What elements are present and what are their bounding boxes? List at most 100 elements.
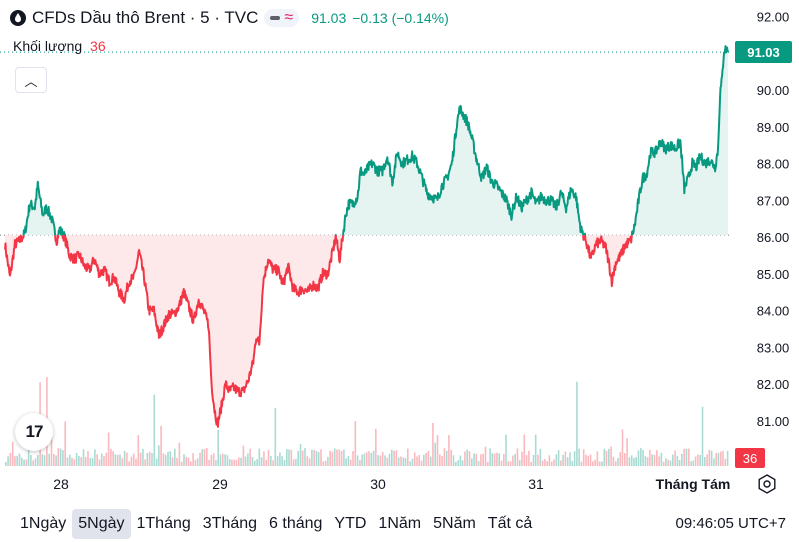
volume-bar	[580, 461, 583, 466]
volume-bar	[537, 454, 539, 466]
volume-bar	[299, 443, 302, 466]
range-1d[interactable]: 1Ngày	[20, 515, 67, 532]
volume-bar	[418, 455, 420, 466]
volume-bar	[260, 457, 263, 466]
volume-bar	[254, 460, 256, 466]
volume-bar	[354, 421, 357, 466]
volume-bar	[457, 460, 459, 466]
volume-bar	[338, 449, 341, 466]
volume-legend: Khối lượng 36	[13, 38, 106, 54]
range-all[interactable]: Tất cả	[487, 515, 533, 532]
volume-bar	[139, 452, 142, 466]
volume-bar	[546, 461, 548, 466]
volume-bar	[50, 432, 53, 466]
volume-bar	[701, 406, 704, 466]
volume-bar	[315, 451, 318, 466]
y-tick-label: 84.00	[757, 304, 790, 319]
volume-bar	[146, 453, 149, 466]
volume-bar	[610, 446, 612, 466]
range-1m[interactable]: 1Tháng	[136, 515, 191, 532]
volume-bar	[57, 448, 60, 466]
volume-bar	[96, 454, 98, 466]
volume-bar	[9, 452, 12, 466]
volume-bar	[178, 442, 181, 466]
volume-bar	[523, 434, 526, 466]
volume-bar	[274, 407, 277, 466]
volume-bar	[411, 458, 414, 466]
volume-bar	[244, 456, 247, 466]
volume-bar	[235, 459, 238, 466]
volume-bar	[592, 461, 594, 466]
symbol-title[interactable]: CFDs Dầu thô Brent · 5 · TVC	[32, 8, 259, 27]
volume-bar	[669, 460, 672, 466]
range-5d[interactable]: 5Ngày	[72, 509, 131, 539]
volume-bar	[126, 452, 128, 466]
volume-bar	[507, 461, 510, 466]
volume-bar	[206, 448, 208, 466]
volume-bar	[169, 451, 172, 466]
area-below-baseline	[585, 235, 632, 287]
volume-bar	[690, 461, 692, 466]
volume-bar	[313, 449, 315, 466]
last-price-tag: 91.03	[735, 41, 792, 63]
price-line-down	[334, 235, 345, 264]
volume-bar	[665, 458, 667, 466]
volume-bar	[94, 449, 96, 466]
volume-bar	[594, 459, 596, 466]
volume-bar	[333, 448, 336, 466]
volume-bar	[541, 460, 544, 466]
volume-bar	[530, 462, 532, 466]
volume-bar	[64, 421, 66, 466]
volume-bar	[427, 450, 430, 466]
volume-bar	[448, 435, 450, 466]
volume-bar	[265, 459, 267, 466]
volume-bar	[697, 454, 699, 466]
volume-bar	[217, 429, 219, 466]
volume-bar	[724, 458, 727, 466]
timezone-clock[interactable]: 09:46:05 UTC+7	[675, 515, 787, 532]
volume-bar	[279, 452, 281, 466]
volume-bar	[573, 451, 576, 466]
volume-bar	[509, 461, 512, 466]
volume-bar	[110, 448, 112, 466]
volume-bar	[288, 449, 290, 466]
range-ytd[interactable]: YTD	[334, 515, 367, 532]
collapse-legend-button[interactable]: ︿	[15, 67, 47, 93]
volume-bar	[658, 456, 660, 466]
chart-header: CFDs Dầu thô Brent · 5 · TVC ≈ 91.03 −0.…	[10, 7, 449, 29]
oil-drop-icon	[10, 10, 26, 26]
gear-icon[interactable]	[757, 474, 777, 494]
volume-bar	[361, 454, 363, 466]
volume-bar	[605, 450, 608, 466]
volume-bar	[240, 457, 242, 466]
volume-bar	[359, 460, 361, 466]
range-6m[interactable]: 6 tháng	[269, 515, 323, 532]
volume-bar	[226, 455, 229, 466]
tradingview-logo[interactable]: 17	[15, 413, 53, 451]
volume-bar	[183, 454, 185, 466]
volume-bar	[578, 448, 580, 466]
volume-bar	[306, 456, 309, 466]
range-5y[interactable]: 5Năm	[433, 515, 476, 532]
range-1y[interactable]: 1Năm	[378, 515, 422, 532]
volume-bar	[391, 449, 393, 466]
volume-bar	[555, 454, 558, 466]
price-line-up	[57, 226, 64, 236]
volume-bar	[167, 451, 169, 466]
range-3m[interactable]: 3Tháng	[202, 515, 258, 532]
price-change: −0.13 (−0.14%)	[352, 10, 449, 26]
volume-bar	[270, 456, 272, 466]
volume-bar	[544, 459, 546, 466]
volume-bar	[425, 453, 427, 466]
volume-bar	[317, 452, 320, 466]
volume-bar	[656, 450, 658, 466]
volume-bar	[71, 457, 73, 466]
y-tick-label: 82.00	[757, 377, 790, 392]
series-toggle[interactable]: ≈	[264, 9, 300, 27]
volume-bar	[553, 459, 555, 466]
volume-bar	[637, 450, 640, 466]
volume-bar	[619, 452, 622, 466]
volume-bar	[320, 449, 322, 466]
volume-bar	[194, 460, 197, 466]
